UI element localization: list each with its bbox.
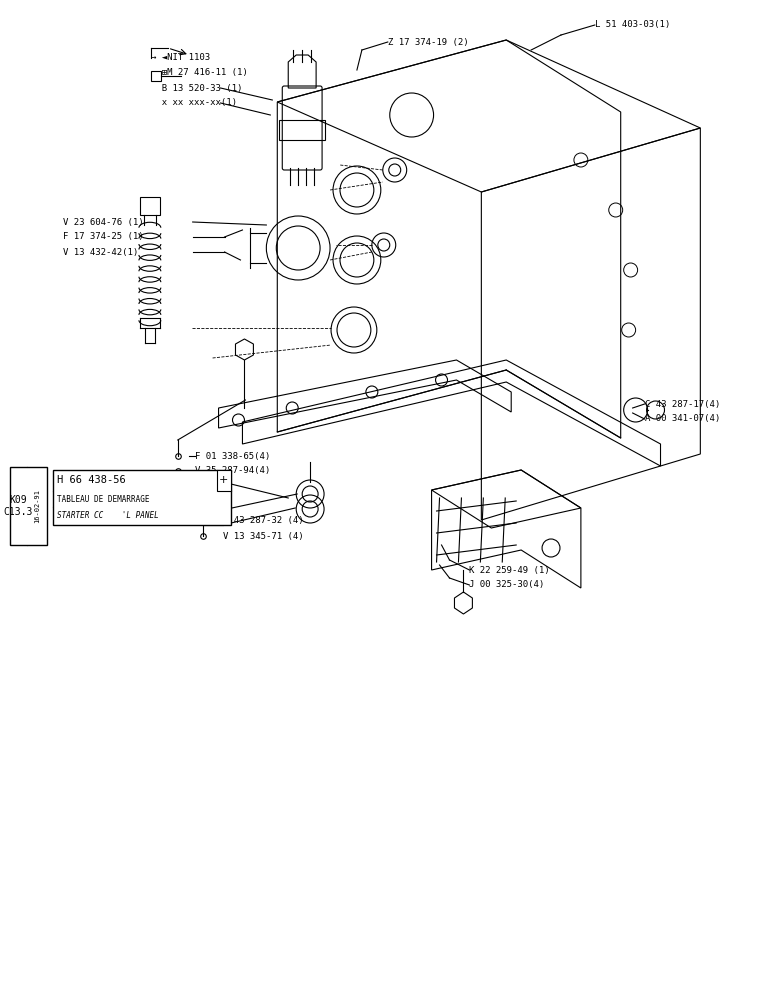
Text: C 43 287-17(4): C 43 287-17(4) xyxy=(645,399,720,408)
Bar xyxy=(217,470,231,491)
Text: V 23 604-76 (1): V 23 604-76 (1) xyxy=(63,218,144,227)
Text: F 17 374-25 (1): F 17 374-25 (1) xyxy=(63,232,144,241)
Text: B 13 520-33 (1): B 13 520-33 (1) xyxy=(151,84,242,93)
Bar xyxy=(279,120,325,140)
Text: H 66 438-56: H 66 438-56 xyxy=(57,475,126,485)
Text: STARTER CC    'L PANEL: STARTER CC 'L PANEL xyxy=(57,511,159,520)
Text: TABLEAU DE DEMARRAGE: TABLEAU DE DEMARRAGE xyxy=(57,495,150,504)
Text: x xx xxx-xx(1): x xx xxx-xx(1) xyxy=(151,99,237,107)
Text: F 01 338-65(4): F 01 338-65(4) xyxy=(195,452,270,460)
Text: K09
C13.3: K09 C13.3 xyxy=(3,495,32,517)
Text: +: + xyxy=(218,475,229,485)
Text: L 51 403-03(1): L 51 403-03(1) xyxy=(594,20,670,29)
Bar xyxy=(140,197,160,215)
Text: Z 17 374-19 (2): Z 17 374-19 (2) xyxy=(388,37,469,46)
Bar xyxy=(151,71,161,81)
Text: → ◄NIT 1103: → ◄NIT 1103 xyxy=(151,53,210,62)
Text: T 43 287-32 (4): T 43 287-32 (4) xyxy=(222,516,303,526)
Text: V 35 287-94(4): V 35 287-94(4) xyxy=(195,466,270,476)
Text: J 00 325-30(4): J 00 325-30(4) xyxy=(469,580,545,589)
Bar xyxy=(9,467,47,545)
Text: V 13 432-42(1): V 13 432-42(1) xyxy=(63,247,138,256)
Bar xyxy=(53,470,231,525)
Text: 16-02-91: 16-02-91 xyxy=(34,489,40,523)
Text: V 13 345-71 (4): V 13 345-71 (4) xyxy=(222,532,303,540)
Text: A 00 341-07(4): A 00 341-07(4) xyxy=(645,414,720,424)
Text: ⊞M 27 416-11 (1): ⊞M 27 416-11 (1) xyxy=(151,68,248,78)
Text: K 22 259-49 (1): K 22 259-49 (1) xyxy=(469,566,550,574)
